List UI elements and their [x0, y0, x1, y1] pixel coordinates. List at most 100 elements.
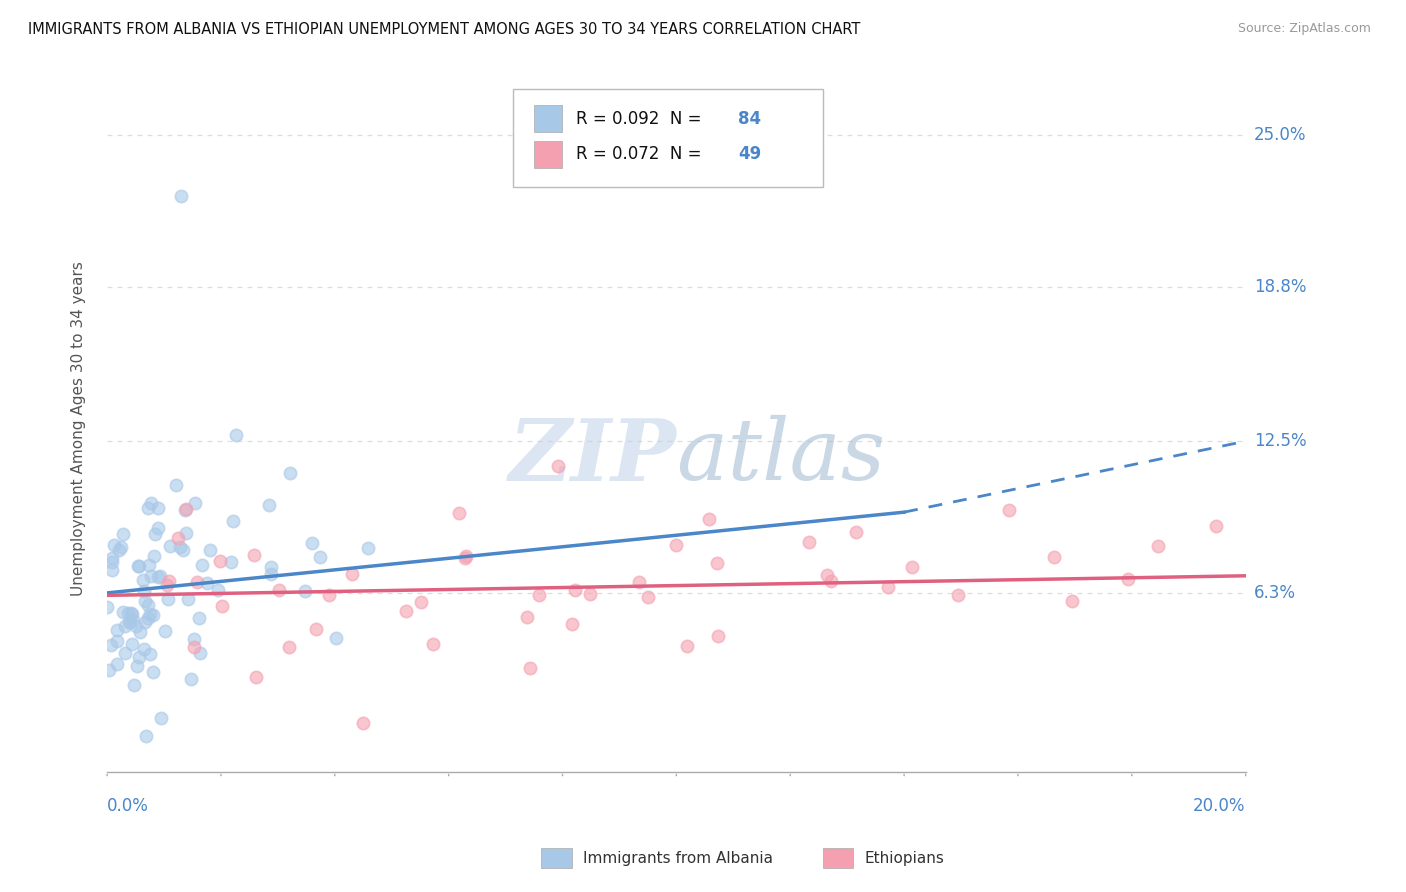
- Point: [357, 541, 380, 556]
- Point: [547, 458, 569, 473]
- Point: [260, 559, 283, 574]
- Point: [121, 614, 143, 628]
- Point: [153, 624, 176, 638]
- Point: [579, 587, 602, 601]
- Point: [561, 616, 583, 631]
- Point: [1146, 539, 1168, 553]
- Point: [516, 610, 538, 624]
- Point: [143, 549, 166, 564]
- Point: [141, 568, 163, 582]
- Point: [706, 556, 728, 570]
- Point: [564, 582, 586, 597]
- Point: [207, 582, 229, 597]
- Point: [132, 641, 155, 656]
- Point: [209, 554, 232, 568]
- Point: [165, 478, 187, 492]
- Point: [105, 624, 128, 638]
- Point: [294, 584, 316, 599]
- Point: [340, 567, 363, 582]
- Point: [159, 539, 181, 553]
- Point: [200, 543, 222, 558]
- Point: [422, 637, 444, 651]
- Point: [136, 611, 159, 625]
- Point: [132, 584, 155, 599]
- Point: [318, 588, 340, 602]
- Text: 0.0%: 0.0%: [107, 797, 149, 814]
- Point: [132, 573, 155, 587]
- Point: [395, 604, 418, 618]
- Text: R = 0.092  N =: R = 0.092 N =: [576, 110, 707, 128]
- Point: [527, 587, 550, 601]
- Point: [135, 729, 157, 743]
- Point: [96, 599, 118, 614]
- Point: [174, 502, 197, 516]
- Point: [707, 629, 730, 643]
- Point: [184, 496, 207, 510]
- Point: [128, 624, 150, 639]
- Point: [138, 558, 160, 572]
- Text: 84: 84: [738, 110, 761, 128]
- Point: [157, 592, 180, 607]
- Point: [114, 619, 136, 633]
- Text: 12.5%: 12.5%: [1254, 433, 1306, 450]
- Point: [946, 588, 969, 602]
- Point: [142, 608, 165, 623]
- Point: [877, 580, 900, 594]
- Point: [101, 551, 124, 566]
- Point: [146, 500, 169, 515]
- Point: [1205, 518, 1227, 533]
- Text: IMMIGRANTS FROM ALBANIA VS ETHIOPIAN UNEMPLOYMENT AMONG AGES 30 TO 34 YEARS CORR: IMMIGRANTS FROM ALBANIA VS ETHIOPIAN UNE…: [28, 22, 860, 37]
- Point: [447, 506, 470, 520]
- Point: [156, 578, 179, 592]
- Point: [114, 646, 136, 660]
- Point: [188, 611, 211, 625]
- Point: [105, 634, 128, 648]
- Point: [697, 512, 720, 526]
- Point: [128, 650, 150, 665]
- Point: [157, 574, 180, 588]
- Point: [1060, 594, 1083, 608]
- Point: [211, 599, 233, 614]
- Point: [308, 549, 330, 564]
- Point: [245, 670, 267, 684]
- Point: [103, 538, 125, 552]
- Point: [1042, 549, 1064, 564]
- Point: [183, 632, 205, 646]
- Point: [815, 568, 838, 582]
- Point: [134, 594, 156, 608]
- Point: [186, 574, 208, 589]
- Text: 18.8%: 18.8%: [1254, 278, 1306, 296]
- Point: [146, 521, 169, 535]
- Text: R = 0.072  N =: R = 0.072 N =: [576, 145, 707, 163]
- Point: [125, 619, 148, 633]
- Point: [100, 563, 122, 577]
- Point: [260, 567, 283, 582]
- Text: Source: ZipAtlas.com: Source: ZipAtlas.com: [1237, 22, 1371, 36]
- Point: [141, 665, 163, 679]
- Point: [149, 569, 172, 583]
- Text: 20.0%: 20.0%: [1194, 797, 1246, 814]
- Point: [665, 538, 688, 552]
- Point: [101, 555, 124, 569]
- Point: [136, 500, 159, 515]
- Point: [122, 678, 145, 692]
- Point: [799, 535, 821, 549]
- Point: [997, 503, 1019, 517]
- Point: [139, 647, 162, 661]
- Point: [676, 639, 699, 653]
- Point: [257, 498, 280, 512]
- Point: [167, 532, 190, 546]
- Text: 6.3%: 6.3%: [1254, 584, 1296, 602]
- Point: [139, 496, 162, 510]
- Point: [411, 595, 433, 609]
- Point: [183, 640, 205, 655]
- Point: [110, 541, 132, 555]
- Point: [97, 663, 120, 677]
- Point: [105, 657, 128, 671]
- Point: [118, 615, 141, 629]
- Point: [225, 428, 247, 442]
- Point: [143, 527, 166, 541]
- Point: [325, 632, 347, 646]
- Point: [128, 559, 150, 574]
- Point: [125, 658, 148, 673]
